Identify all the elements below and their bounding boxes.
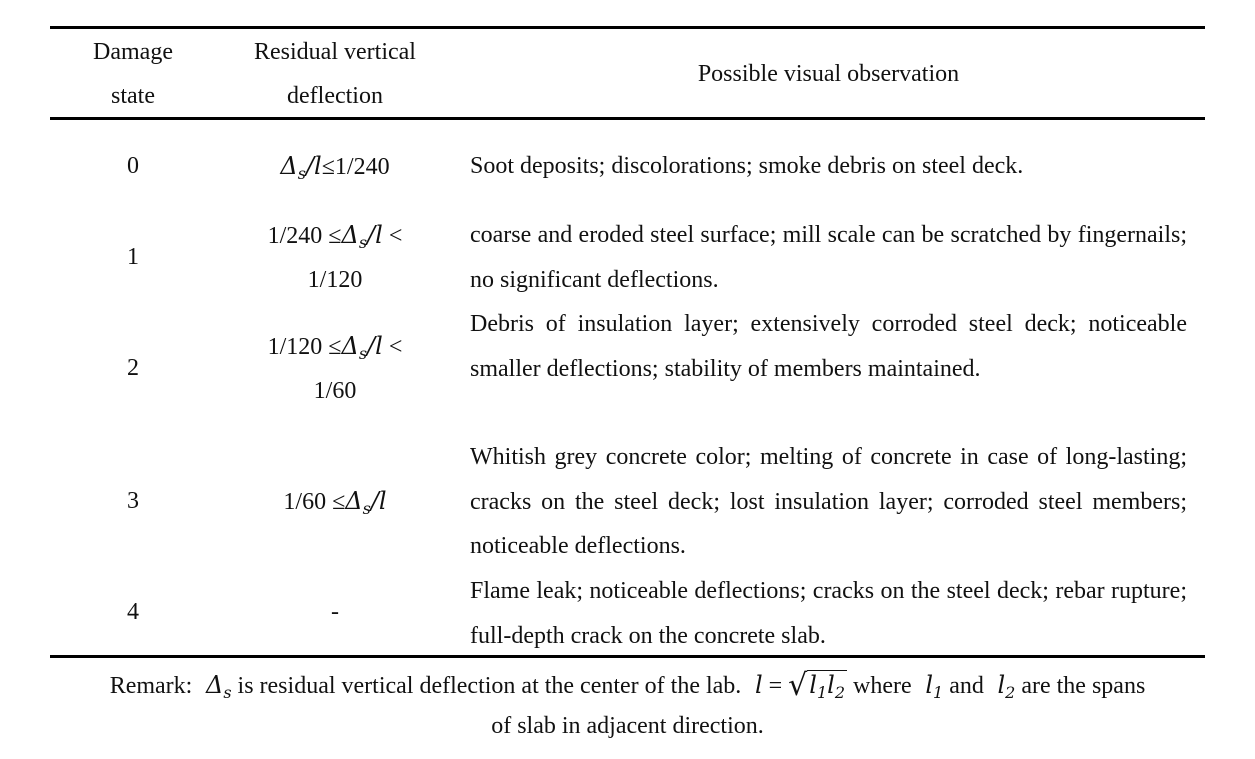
deflection-cell: 1/120 ≤Δs/l < 1/60 (267, 332, 403, 404)
deflection-cell: 1/60 ≤Δs/l (283, 487, 387, 518)
damage-state-cell: 2 (127, 355, 139, 381)
remark-text-4: are the spans (1021, 673, 1146, 699)
damage-state-cell: 3 (127, 488, 139, 514)
header-damage-state-line2: state (111, 83, 155, 109)
observation-cell: Whitish grey concrete color; melting of … (470, 444, 1187, 559)
header-bottom-rule (50, 117, 1205, 120)
damage-state-cell: 1 (127, 244, 139, 270)
remark-label: Remark: (109, 673, 193, 699)
damage-state-cell: 0 (127, 153, 139, 179)
header-observation: Possible visual observation (697, 61, 960, 87)
header-deflection-line2: deflection (287, 83, 383, 109)
observation-cell: Soot deposits; discolorations; smoke deb… (470, 153, 1024, 179)
table-remark-line2: of slab in adjacent direction. (491, 713, 764, 739)
deflection-cell: Δs/l≤1/240 (280, 152, 390, 183)
remark-text-2: where (853, 673, 912, 699)
deflection-cell: 1/240 ≤Δs/l < 1/120 (267, 221, 403, 293)
header-damage-state-line1: Damage (93, 39, 173, 65)
header-deflection-line1: Residual vertical (254, 39, 416, 65)
remark-text-3: and (949, 673, 984, 699)
observation-cell: Flame leak; noticeable deflections; crac… (470, 578, 1187, 649)
header-deflection: Residual vertical deflection (220, 30, 450, 118)
observation-cell: coarse and eroded steel surface; mill sc… (470, 222, 1187, 293)
remark-text-1: is residual vertical deflection at the c… (237, 673, 742, 699)
table-bottom-rule (50, 655, 1205, 658)
table-remark: Remark: Δs is residual vertical deflecti… (109, 668, 1146, 703)
observation-cell: Debris of insulation layer; extensively … (470, 311, 1187, 382)
header-damage-state: Damage state (66, 30, 200, 118)
deflection-cell: - (331, 599, 339, 625)
table-top-rule (50, 26, 1205, 29)
damage-state-cell: 4 (127, 599, 139, 625)
